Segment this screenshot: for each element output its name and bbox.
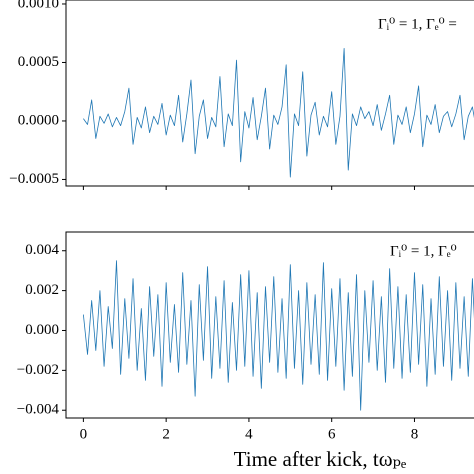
x-tick-label: 4	[245, 426, 253, 442]
y-tick-label: 0.004	[25, 242, 59, 258]
axes-frame	[65, 0, 474, 187]
x-axis-label: Time after kick, tωₚₑ	[234, 447, 407, 471]
x-tick-label: 0	[80, 426, 88, 442]
y-tick-label: −0.002	[17, 362, 59, 378]
y-tick-label: 0.0005	[18, 54, 59, 70]
data-line	[83, 48, 474, 178]
data-line	[82, 260, 474, 411]
y-tick-label: −0.0005	[9, 171, 59, 187]
y-tick-label: 0.000	[25, 322, 59, 338]
axes-frame	[65, 231, 474, 419]
y-tick-label: −0.004	[17, 402, 60, 418]
x-tick-label: 2	[162, 426, 170, 442]
x-tick-label: 8	[411, 426, 419, 442]
annotation: Γᵢ⁰ = 1, Γₑ⁰ =	[378, 16, 457, 32]
x-tick-label: 6	[328, 426, 336, 442]
y-tick-label: 0.002	[25, 282, 59, 298]
y-tick-label: 0.0000	[18, 112, 59, 128]
annotation: Γᵢ⁰ = 1, Γₑ⁰	[390, 243, 457, 259]
y-tick-label: 0.0010	[18, 0, 59, 11]
